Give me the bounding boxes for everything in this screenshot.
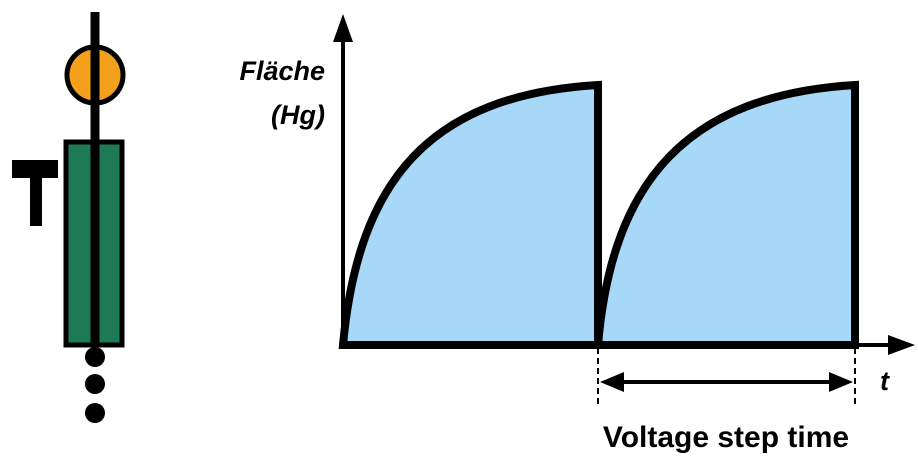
interval-arrow-right-head: [829, 372, 853, 392]
area-cycle-2: [593, 80, 859, 349]
y-axis-label-line1: Fläche: [239, 56, 325, 86]
falling-drop-3: [85, 403, 105, 423]
y-axis-label-line2: (Hg): [271, 100, 325, 130]
dropping-mercury-electrode: [12, 12, 126, 423]
surface-area-chart: Fläche (Hg) t Voltage step time: [239, 14, 915, 454]
y-axis-arrowhead: [333, 14, 353, 42]
hammer-icon: [12, 160, 58, 226]
falling-drop-2: [85, 374, 105, 394]
interval-caption: Voltage step time: [603, 421, 849, 454]
x-axis-arrowhead: [888, 335, 915, 355]
area-cycle-1: [338, 80, 602, 349]
falling-drop-1: [85, 347, 105, 367]
x-axis-label: t: [880, 366, 890, 396]
interval-arrow-left-head: [600, 372, 624, 392]
